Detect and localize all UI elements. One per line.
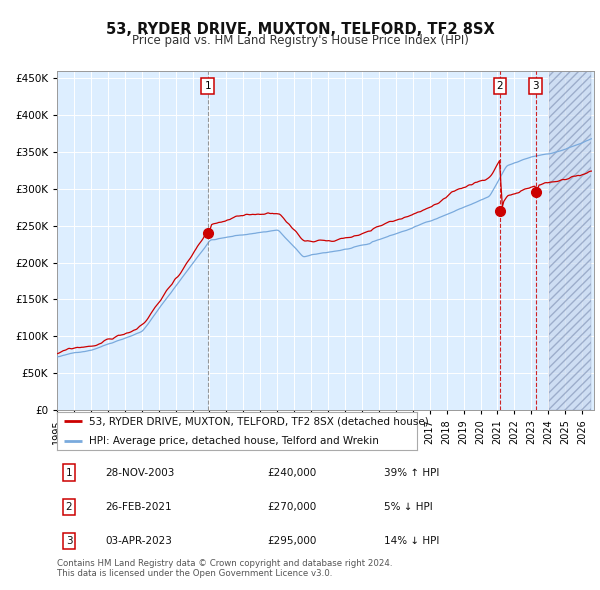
Text: 1: 1 (65, 468, 73, 477)
Text: 14% ↓ HPI: 14% ↓ HPI (384, 536, 439, 546)
Text: 3: 3 (532, 81, 539, 91)
Text: 2: 2 (497, 81, 503, 91)
Text: 53, RYDER DRIVE, MUXTON, TELFORD, TF2 8SX (detached house): 53, RYDER DRIVE, MUXTON, TELFORD, TF2 8S… (89, 417, 429, 427)
Text: 2: 2 (65, 502, 73, 512)
Text: HPI: Average price, detached house, Telford and Wrekin: HPI: Average price, detached house, Telf… (89, 435, 379, 445)
Text: £240,000: £240,000 (267, 468, 316, 477)
Text: 3: 3 (65, 536, 73, 546)
Text: 1: 1 (205, 81, 211, 91)
Text: £270,000: £270,000 (267, 502, 316, 512)
Text: £295,000: £295,000 (267, 536, 316, 546)
Text: 5% ↓ HPI: 5% ↓ HPI (384, 502, 433, 512)
Text: 53, RYDER DRIVE, MUXTON, TELFORD, TF2 8SX: 53, RYDER DRIVE, MUXTON, TELFORD, TF2 8S… (106, 22, 494, 37)
Text: 26-FEB-2021: 26-FEB-2021 (105, 502, 172, 512)
Text: 03-APR-2023: 03-APR-2023 (105, 536, 172, 546)
Text: Price paid vs. HM Land Registry's House Price Index (HPI): Price paid vs. HM Land Registry's House … (131, 34, 469, 47)
Text: Contains HM Land Registry data © Crown copyright and database right 2024.
This d: Contains HM Land Registry data © Crown c… (57, 559, 392, 578)
Text: 39% ↑ HPI: 39% ↑ HPI (384, 468, 439, 477)
Text: 28-NOV-2003: 28-NOV-2003 (105, 468, 175, 477)
